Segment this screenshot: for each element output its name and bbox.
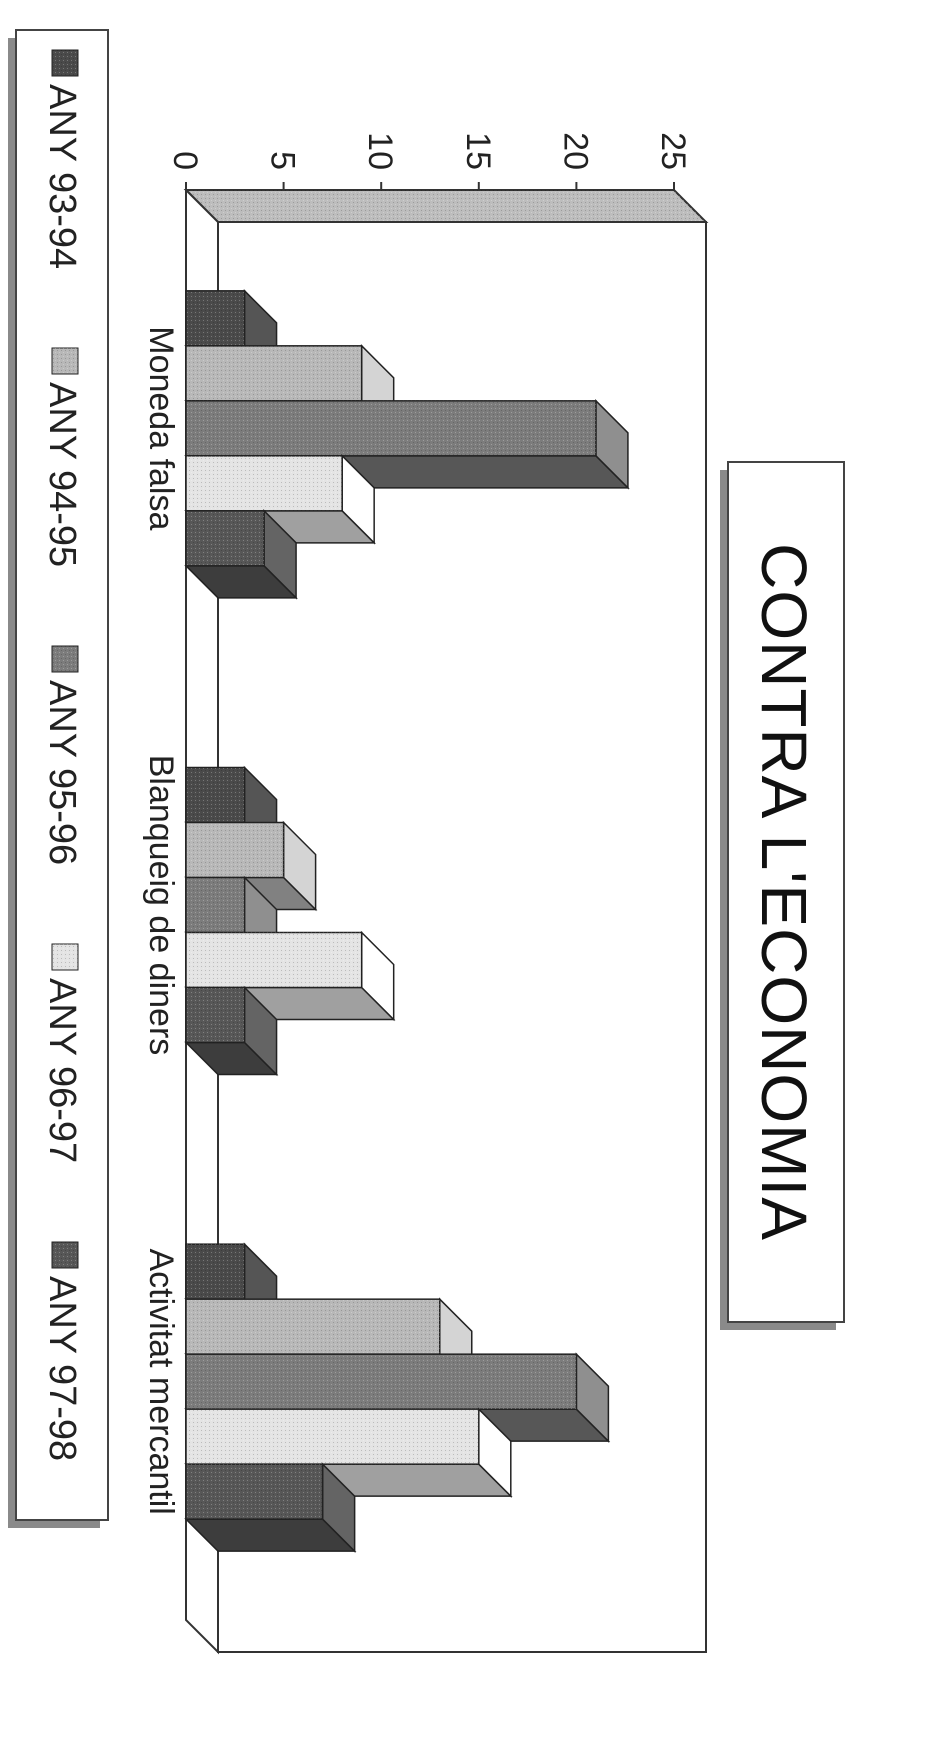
title-frame bbox=[727, 461, 845, 1323]
bar-texture bbox=[186, 932, 362, 988]
y-tick-label: 0 bbox=[166, 151, 204, 170]
legend-label: ANY 97-98 bbox=[41, 1276, 83, 1461]
y-tick-label: 5 bbox=[264, 151, 302, 170]
legend-label: ANY 93-94 bbox=[41, 84, 83, 269]
legend-swatch-texture bbox=[52, 348, 78, 374]
y-tick-label: 15 bbox=[459, 132, 497, 170]
bar-texture bbox=[186, 1464, 323, 1520]
y-tick-label: 20 bbox=[556, 132, 594, 170]
bar-texture bbox=[186, 400, 596, 456]
bar-texture bbox=[185, 877, 245, 933]
legend: ANY 93-94 ANY 94-95 ANY 95-96 ANY 96-97 ANY … bbox=[8, 29, 109, 1528]
legend-label: ANY 95-96 bbox=[41, 680, 83, 865]
bar-texture bbox=[186, 1299, 440, 1355]
legend-frame bbox=[15, 29, 109, 1521]
bar-texture bbox=[185, 290, 245, 346]
legend-swatch-texture bbox=[52, 944, 78, 970]
category-label: Activitat mercantil bbox=[142, 1248, 180, 1514]
legend-label: ANY 94-95 bbox=[41, 382, 83, 567]
bar-texture bbox=[185, 455, 343, 511]
legend-swatch-texture bbox=[52, 646, 78, 672]
side-wall-texture bbox=[186, 190, 706, 222]
bar-texture bbox=[185, 767, 245, 823]
chart-title: CONTRA L'ECONOMIA bbox=[748, 543, 820, 1241]
bar-texture bbox=[186, 510, 265, 566]
plot-area: 0 5 10 15 20 25 Moneda falsa Blanqueig de diner… bbox=[142, 132, 709, 1655]
bar-texture bbox=[185, 1244, 245, 1300]
legend-swatch-texture bbox=[52, 50, 78, 76]
bar-texture bbox=[186, 1354, 577, 1410]
y-tick-label: 25 bbox=[654, 132, 692, 170]
bar-texture bbox=[186, 1409, 479, 1465]
legend-label: ANY 96-97 bbox=[41, 978, 83, 1163]
category-label: Blanqueig de diners bbox=[142, 755, 180, 1056]
category-label: Moneda falsa bbox=[142, 326, 180, 530]
bar-texture bbox=[186, 345, 362, 401]
bar-texture bbox=[185, 987, 245, 1043]
legend-swatch-texture bbox=[52, 1242, 78, 1268]
rotated-chart-group: CONTRA L'ECONOMIA 0 5 10 15 20 25 Moneda falsa… bbox=[8, 29, 845, 1655]
bar-texture bbox=[185, 822, 284, 878]
y-tick-label: 10 bbox=[361, 132, 399, 170]
title-box: CONTRA L'ECONOMIA bbox=[720, 461, 845, 1330]
